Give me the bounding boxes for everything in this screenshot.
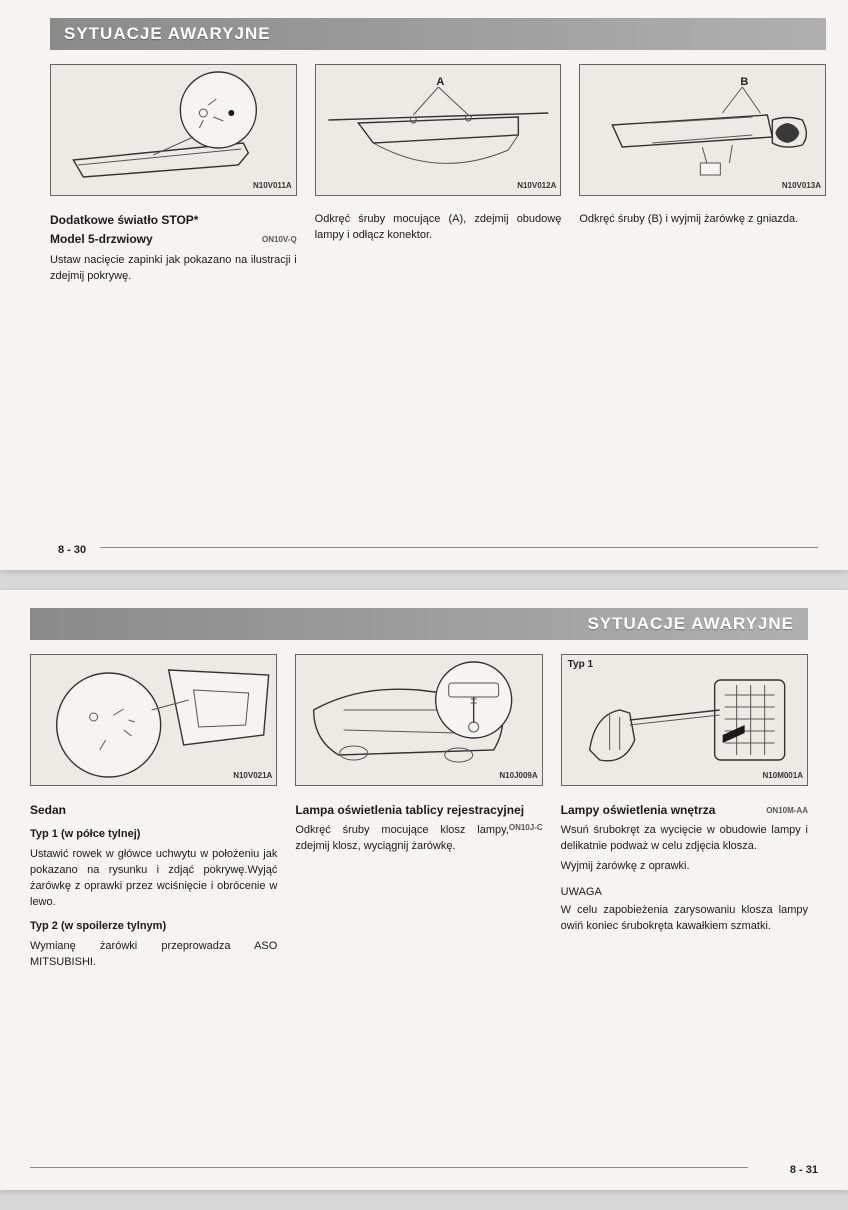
figure-code: N10J009A <box>499 770 537 782</box>
footer-rule <box>30 1167 748 1168</box>
figure-code: N10V012A <box>517 180 556 192</box>
figure-code: N10V013A <box>782 180 821 192</box>
body-text: Ustaw nacięcie zapinki jak pokazano na i… <box>50 253 297 285</box>
figure-code: N10M001A <box>763 770 803 782</box>
body-text: Odkręć śruby mocujące klosz lampy, zdejm… <box>295 823 542 855</box>
body-text: Ustawić rowek w główce uchwytu w położen… <box>30 847 277 911</box>
svg-text:A: A <box>436 76 444 88</box>
figure-inset-label: Typ 1 <box>568 658 593 673</box>
heading-stop-light: Dodatkowe światło STOP* <box>50 212 297 229</box>
section-header: SYTUACJE AWARYJNE <box>30 608 808 640</box>
figure-bulb-b: B N10V013A <box>579 64 826 196</box>
column-2: N10J009A Lampa oświetlenia tablicy rejes… <box>295 654 542 975</box>
columns-row: N10V021A Sedan Typ 1 (w półce tylnej) Us… <box>30 654 808 975</box>
ref-code: ON10J-C <box>509 822 543 834</box>
subheading-type1: Typ 1 (w półce tylnej) <box>30 827 277 843</box>
subheading-type2: Typ 2 (w spoilerze tylnym) <box>30 919 277 935</box>
section-header: SYTUACJE AWARYJNE <box>50 18 826 50</box>
body-text: Wyjmij żarówkę z oprawki. <box>561 859 808 875</box>
footer-rule <box>100 547 818 548</box>
column-2: A N10V012A Odkręć śruby mocujące (A), zd… <box>315 64 562 289</box>
ref-code: ON10M-AA <box>766 805 808 817</box>
figure-sedan-shelf: N10V021A <box>30 654 277 786</box>
columns-row: N10V011A Dodatkowe światło STOP* Model 5… <box>50 64 826 289</box>
figure-clip-detail: N10V011A <box>50 64 297 196</box>
svg-text:B: B <box>741 76 749 88</box>
page-bottom: SYTUACJE AWARYJNE N10V021A Sedan Ty <box>0 590 848 1190</box>
figure-license-plate-lamp: N10J009A <box>295 654 542 786</box>
body-text: Odkręć śruby (B) i wyjmij żarówkę z gnia… <box>579 212 826 228</box>
body-text: Odkręć śruby mocujące (A), zdejmij obudo… <box>315 212 562 244</box>
heading-plate-lamp: Lampa oświetlenia tablicy rejestracyjnej <box>295 803 524 817</box>
column-3: B N10V013A Odkręć śruby (B) i wyjmij żar… <box>579 64 826 289</box>
column-1: N10V021A Sedan Typ 1 (w półce tylnej) Us… <box>30 654 277 975</box>
page-top: SYTUACJE AWARYJNE N10V011A Dod <box>0 0 848 570</box>
column-3: Typ 1 <box>561 654 808 975</box>
page-number: 8 - 31 <box>790 1164 818 1176</box>
heading-model: Model 5-drzwiowy <box>50 232 153 246</box>
figure-code: N10V021A <box>233 770 272 782</box>
body-text: Wymianę żarówki przeprowadza ASO MITSUBI… <box>30 939 277 971</box>
figure-code: N10V011A <box>253 180 292 192</box>
figure-interior-lamp: Typ 1 <box>561 654 808 786</box>
note-text: W celu zapobieżenia zarysowaniu klosza l… <box>561 903 808 935</box>
heading-interior-lamp: Lampy oświetlenia wnętrza <box>561 803 716 817</box>
note-heading: UWAGA <box>561 885 808 901</box>
figure-screws-a: A N10V012A <box>315 64 562 196</box>
ref-code: ON10V-Q <box>262 234 297 246</box>
page-number: 8 - 30 <box>58 544 86 556</box>
column-1: N10V011A Dodatkowe światło STOP* Model 5… <box>50 64 297 289</box>
heading-sedan: Sedan <box>30 802 277 819</box>
body-text: Wsuń śrubokręt za wycięcie w obudowie la… <box>561 823 808 855</box>
